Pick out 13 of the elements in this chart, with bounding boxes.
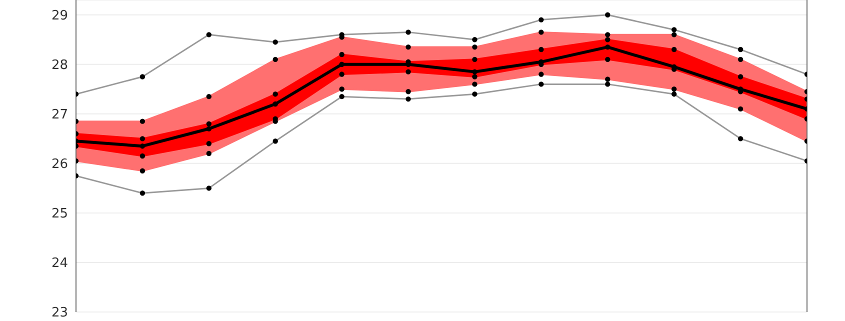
point [206, 126, 212, 132]
y-tick-label: 24 [51, 256, 68, 272]
point [272, 101, 278, 107]
y-tick-label: 29 [51, 8, 68, 24]
point [140, 143, 146, 149]
point [472, 69, 478, 74]
y-tick-label: 26 [51, 157, 68, 172]
point [339, 62, 344, 67]
y-tick-label: 28 [51, 58, 68, 73]
y-tick-label: 27 [51, 108, 68, 123]
y-tick-label: 25 [51, 206, 68, 222]
point [605, 44, 610, 50]
y-tick-label: 23 [51, 306, 68, 321]
